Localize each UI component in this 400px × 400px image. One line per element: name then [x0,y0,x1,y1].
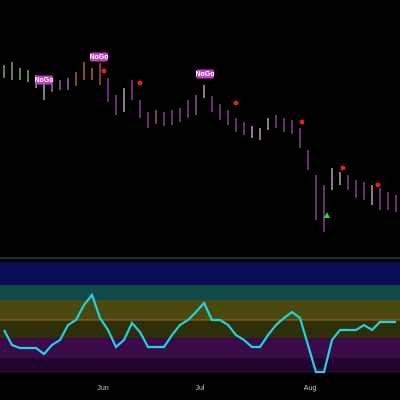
band [0,320,400,338]
annotation: NoGo [34,77,53,84]
band [0,300,400,320]
signal-dot [340,165,346,171]
signal-dot [101,68,107,74]
annotation-box [35,75,53,85]
oscillator-line [3,292,396,374]
band [0,262,400,285]
band [0,285,400,300]
signal-triangle [324,212,330,218]
signal-dot [299,119,305,125]
annotation-box [196,69,214,79]
band [0,338,400,358]
annotation: NoGo [89,54,108,61]
signal-dot [233,100,239,106]
annotation-box [90,52,108,62]
x-tick-label: Aug [304,385,317,392]
annotation: NoGo [195,71,214,78]
signal-dot [375,182,381,188]
signal-dot [137,80,143,86]
band [0,358,400,373]
x-tick-label: Jul [196,385,205,392]
x-tick-label: Jun [97,385,108,392]
